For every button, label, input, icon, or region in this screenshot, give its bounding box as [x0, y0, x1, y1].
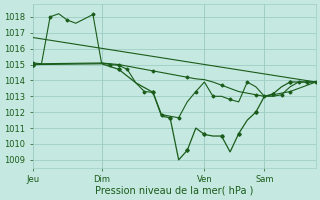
X-axis label: Pression niveau de la mer( hPa ): Pression niveau de la mer( hPa ) — [95, 186, 253, 196]
